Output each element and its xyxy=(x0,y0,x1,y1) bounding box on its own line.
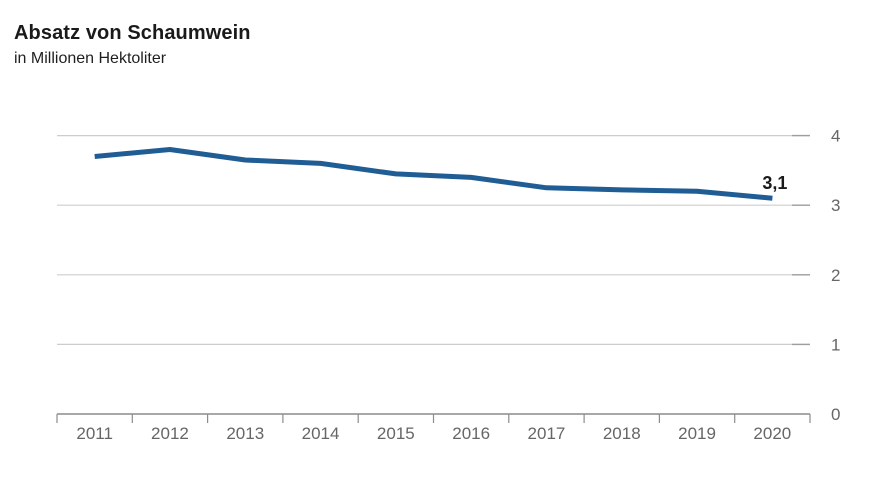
y-axis-label: 2 xyxy=(831,266,840,285)
x-axis-label: 2016 xyxy=(452,424,490,443)
x-axis-label: 2011 xyxy=(76,424,113,443)
y-axis-label: 3 xyxy=(831,196,840,215)
x-axis-label: 2013 xyxy=(226,424,264,443)
x-axis-label: 2020 xyxy=(753,424,791,443)
x-axis-label: 2018 xyxy=(603,424,641,443)
x-axis-label: 2015 xyxy=(377,424,415,443)
x-axis-label: 2014 xyxy=(302,424,340,443)
data-line xyxy=(94,147,773,201)
x-axis-label: 2019 xyxy=(678,424,716,443)
chart-subtitle: in Millionen Hektoliter xyxy=(14,50,167,67)
x-axis-label: 2017 xyxy=(528,424,566,443)
y-axis-label: 4 xyxy=(831,127,840,146)
y-axis-label: 1 xyxy=(831,335,840,354)
end-value-label: 3,1 xyxy=(762,173,787,193)
x-axis-label: 2012 xyxy=(151,424,189,443)
chart-header: Absatz von Schaumwein in Millionen Hekto… xyxy=(14,21,251,69)
chart-title: Absatz von Schaumwein xyxy=(14,22,251,44)
y-axis-label: 0 xyxy=(831,405,840,424)
